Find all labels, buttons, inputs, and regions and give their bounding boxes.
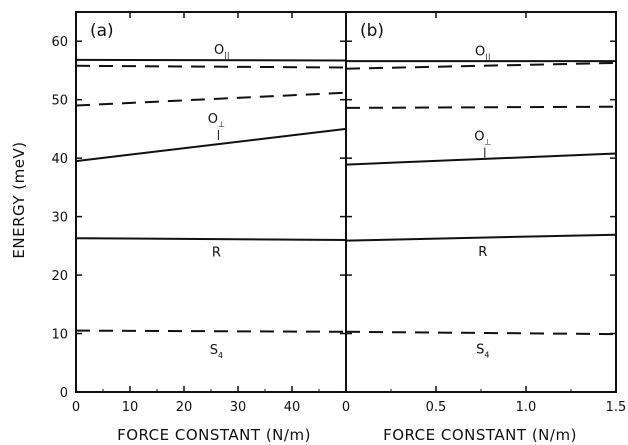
mode-label-b-1: O||	[475, 44, 491, 61]
y-tick-label: 40	[51, 152, 68, 167]
series-line-a-5	[76, 238, 346, 240]
series-line-a-4	[76, 129, 346, 161]
x-tick-label: 40	[284, 400, 301, 415]
x-tick-label: 30	[230, 400, 247, 415]
panel-b: (b) 0 0.5 1.0 1.5 O|| O⊥ R S4	[342, 12, 626, 415]
y-tick-label: 30	[51, 211, 68, 226]
mode-label-a-1: O||	[214, 43, 230, 60]
mode-label-subscript: ⊥	[484, 138, 491, 147]
x-tick-label: 10	[122, 400, 139, 415]
series-line-b-3	[346, 107, 616, 108]
series-line-b-2	[346, 63, 616, 69]
plot-frame-b	[346, 12, 616, 392]
mode-label-subscript: ||	[224, 51, 229, 60]
mode-label-b-4: S4	[476, 342, 489, 359]
y-tick-label: 0	[60, 386, 68, 401]
mode-label-a-3: R	[212, 245, 221, 260]
mode-label-b-3: R	[478, 245, 487, 260]
y-tick-label: 20	[51, 269, 68, 284]
mode-label-subscript: 4	[484, 350, 489, 359]
mode-label-subscript: 4	[218, 351, 223, 360]
y-tick-label: 60	[51, 35, 68, 50]
x-tick-label: 0	[72, 400, 80, 415]
x-tick-label: 0.5	[426, 400, 447, 415]
series-line-a-3	[76, 93, 346, 106]
series-line-b-6	[346, 332, 616, 334]
panel-label-a: (a)	[90, 21, 114, 41]
series-line-a-6	[76, 331, 346, 332]
panel-label-b: (b)	[360, 21, 384, 41]
series-line-b-4	[346, 154, 616, 165]
x-tick-label: 1.5	[606, 400, 627, 415]
series-line-a-1	[76, 60, 346, 61]
y-tick-label: 50	[51, 94, 68, 109]
mode-label-a-4: S4	[210, 343, 223, 360]
y-tick-label: 10	[51, 328, 68, 343]
mode-label-subscript: ||	[485, 52, 490, 61]
mode-label-a-2: O⊥	[208, 112, 225, 129]
x-axis-title-b: FORCE CONSTANT (N/m)	[383, 426, 577, 444]
series-line-a-2	[76, 66, 346, 68]
mode-label-subscript: ⊥	[218, 120, 225, 129]
x-tick-label: 1.0	[516, 400, 537, 415]
mode-label-b-2: O⊥	[474, 130, 491, 147]
x-axis-title-a: FORCE CONSTANT (N/m)	[117, 426, 311, 444]
panel-a: (a) 0 10 20 30 40 0 10 20 30 40 50 60 O|| O⊥ R S4	[51, 12, 346, 415]
x-tick-label: 0	[342, 400, 350, 415]
x-tick-label: 20	[176, 400, 193, 415]
series-line-b-5	[346, 235, 616, 241]
y-axis-title: ENERGY (meV)	[10, 141, 28, 258]
plot-frame-a	[76, 12, 346, 392]
